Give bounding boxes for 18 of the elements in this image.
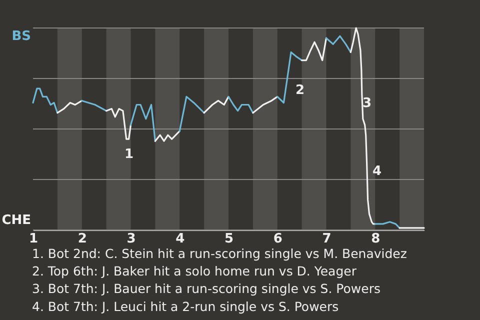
text: CHE	[2, 213, 31, 228]
x-tick-label: 3	[126, 232, 136, 246]
annotation: 1	[124, 147, 134, 162]
text: 1. Bot 2nd: C. Stein hit a run-scoring single vs M. Benavidez	[32, 246, 408, 261]
text: 3. Bot 7th: J. Bauer hit a run-scoring single vs S. Powers	[32, 281, 380, 296]
annotation: 3	[362, 96, 372, 111]
x-tick-label: 6	[273, 232, 282, 246]
x-tick-label: 2	[78, 232, 87, 246]
text: 4. Bot 7th: J. Leuci hit a 2-run single vs S. Powers	[32, 298, 339, 314]
x-tick-label: 8	[371, 232, 380, 246]
text: 2. Top 6th: J. Baker hit a solo home run vs D. Yeager	[32, 264, 358, 279]
x-tick-label: 1	[28, 232, 38, 246]
annotation: 4	[372, 164, 382, 179]
x-tick-label: 7	[322, 232, 332, 246]
x-tick-label: 4	[176, 232, 185, 246]
text: BS	[12, 29, 31, 44]
x-tick-label: 5	[224, 232, 234, 246]
annotation: 2	[295, 83, 305, 98]
